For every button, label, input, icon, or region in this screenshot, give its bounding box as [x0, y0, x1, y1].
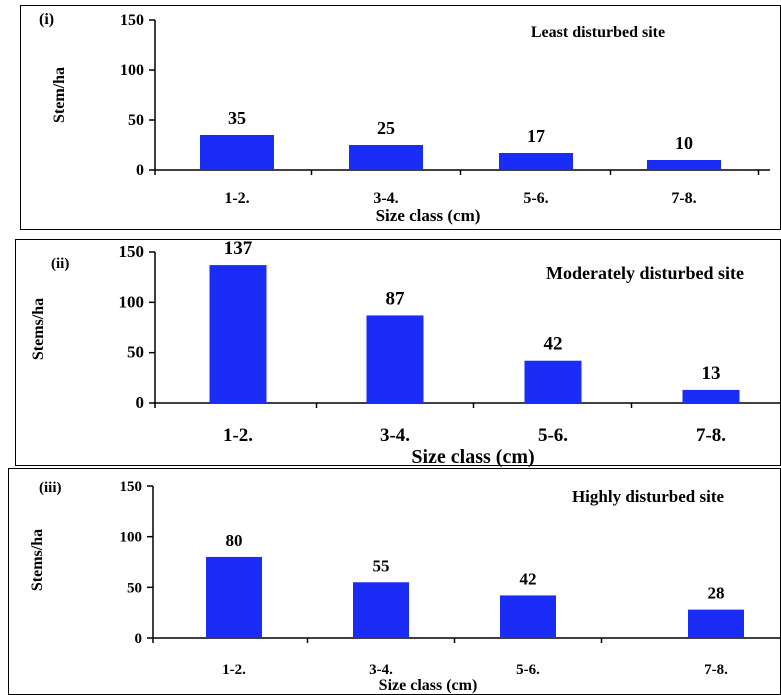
- bar-7-8.: [682, 389, 740, 403]
- x-axis-title: Size class (cm): [376, 206, 481, 225]
- x-tick-label: 5-6.: [538, 425, 568, 446]
- bar-value-label: 25: [377, 118, 395, 138]
- y-tick-label: 150: [120, 479, 143, 495]
- x-tick-label: 7-8.: [704, 662, 728, 678]
- bar-value-label: 13: [702, 363, 721, 384]
- x-axis-title: Size class (cm): [379, 677, 478, 694]
- bar-value-label: 80: [226, 531, 243, 550]
- y-tick-label: 0: [136, 162, 144, 179]
- bar-3-4.: [353, 582, 409, 638]
- y-tick-label: 50: [127, 343, 144, 362]
- bar-7-8.: [647, 160, 721, 170]
- bar-value-label: 42: [544, 334, 563, 355]
- bar-value-label: 10: [675, 133, 693, 153]
- bar-1-2.: [209, 265, 267, 403]
- bar-3-4.: [349, 145, 423, 170]
- panel-label: (i): [39, 11, 54, 28]
- x-tick-label: 1-2.: [222, 662, 246, 678]
- y-tick-label: 50: [128, 112, 144, 129]
- x-tick-label: 3-4.: [373, 190, 398, 207]
- bar-value-label: 137: [224, 238, 253, 259]
- panel-label: (ii): [51, 256, 69, 272]
- x-tick-label: 3-4.: [369, 662, 393, 678]
- chart-panel-2: 0 50 100 150 137 1-2. 87 3-4. 42 5-6. 13 7-8. Size c…: [15, 238, 781, 468]
- y-tick-label: 100: [119, 292, 145, 311]
- chart-title: Highly disturbed site: [572, 487, 725, 506]
- x-tick-label: 7-8.: [671, 190, 696, 207]
- y-tick-label: 50: [127, 580, 142, 596]
- chart-panel-3: 0 50 100 150 80 1-2. 55 3-4. 42 5-6. 28 7-8. Size cl…: [8, 468, 781, 695]
- y-axis-title: Stem/ha: [51, 67, 68, 123]
- bar-value-label: 42: [520, 569, 537, 588]
- y-tick-label: 0: [135, 631, 143, 647]
- y-tick-label: 100: [120, 530, 143, 546]
- y-tick-label: 150: [119, 242, 145, 261]
- x-tick-label: 7-8.: [696, 425, 726, 446]
- x-tick-label: 3-4.: [380, 425, 410, 446]
- y-tick-label: 0: [136, 393, 145, 412]
- bar-5-6.: [524, 360, 582, 403]
- y-axis-title: Stems/ha: [30, 298, 47, 360]
- y-tick-label: 100: [120, 62, 144, 79]
- bar-5-6.: [499, 153, 573, 170]
- x-tick-label: 5-6.: [523, 190, 548, 207]
- bar-7-8.: [688, 609, 744, 638]
- chart-title: Moderately disturbed site: [546, 263, 744, 283]
- x-tick-label: 1-2.: [223, 425, 253, 446]
- bar-value-label: 35: [228, 108, 246, 128]
- bar-1-2.: [206, 556, 262, 638]
- x-axis-title: Size class (cm): [411, 446, 534, 468]
- y-axis-title: Stems/ha: [29, 529, 46, 591]
- x-tick-label: 5-6.: [516, 662, 540, 678]
- y-tick-label: 150: [120, 12, 144, 29]
- bar-value-label: 17: [527, 126, 545, 146]
- x-tick-label: 1-2.: [224, 190, 249, 207]
- chart-title: Least disturbed site: [531, 24, 665, 41]
- bar-1-2.: [200, 135, 274, 170]
- bar-3-4.: [366, 315, 424, 403]
- bar-value-label: 28: [708, 584, 725, 603]
- bar-value-label: 55: [373, 556, 390, 575]
- bar-5-6.: [500, 595, 556, 638]
- bar-value-label: 87: [386, 288, 406, 309]
- chart-panel-1: 0 50 100 150 35 1-2. 25 3-4. 17 5-6. 10 7-8. Size cl…: [20, 5, 781, 230]
- panel-label: (iii): [39, 480, 62, 496]
